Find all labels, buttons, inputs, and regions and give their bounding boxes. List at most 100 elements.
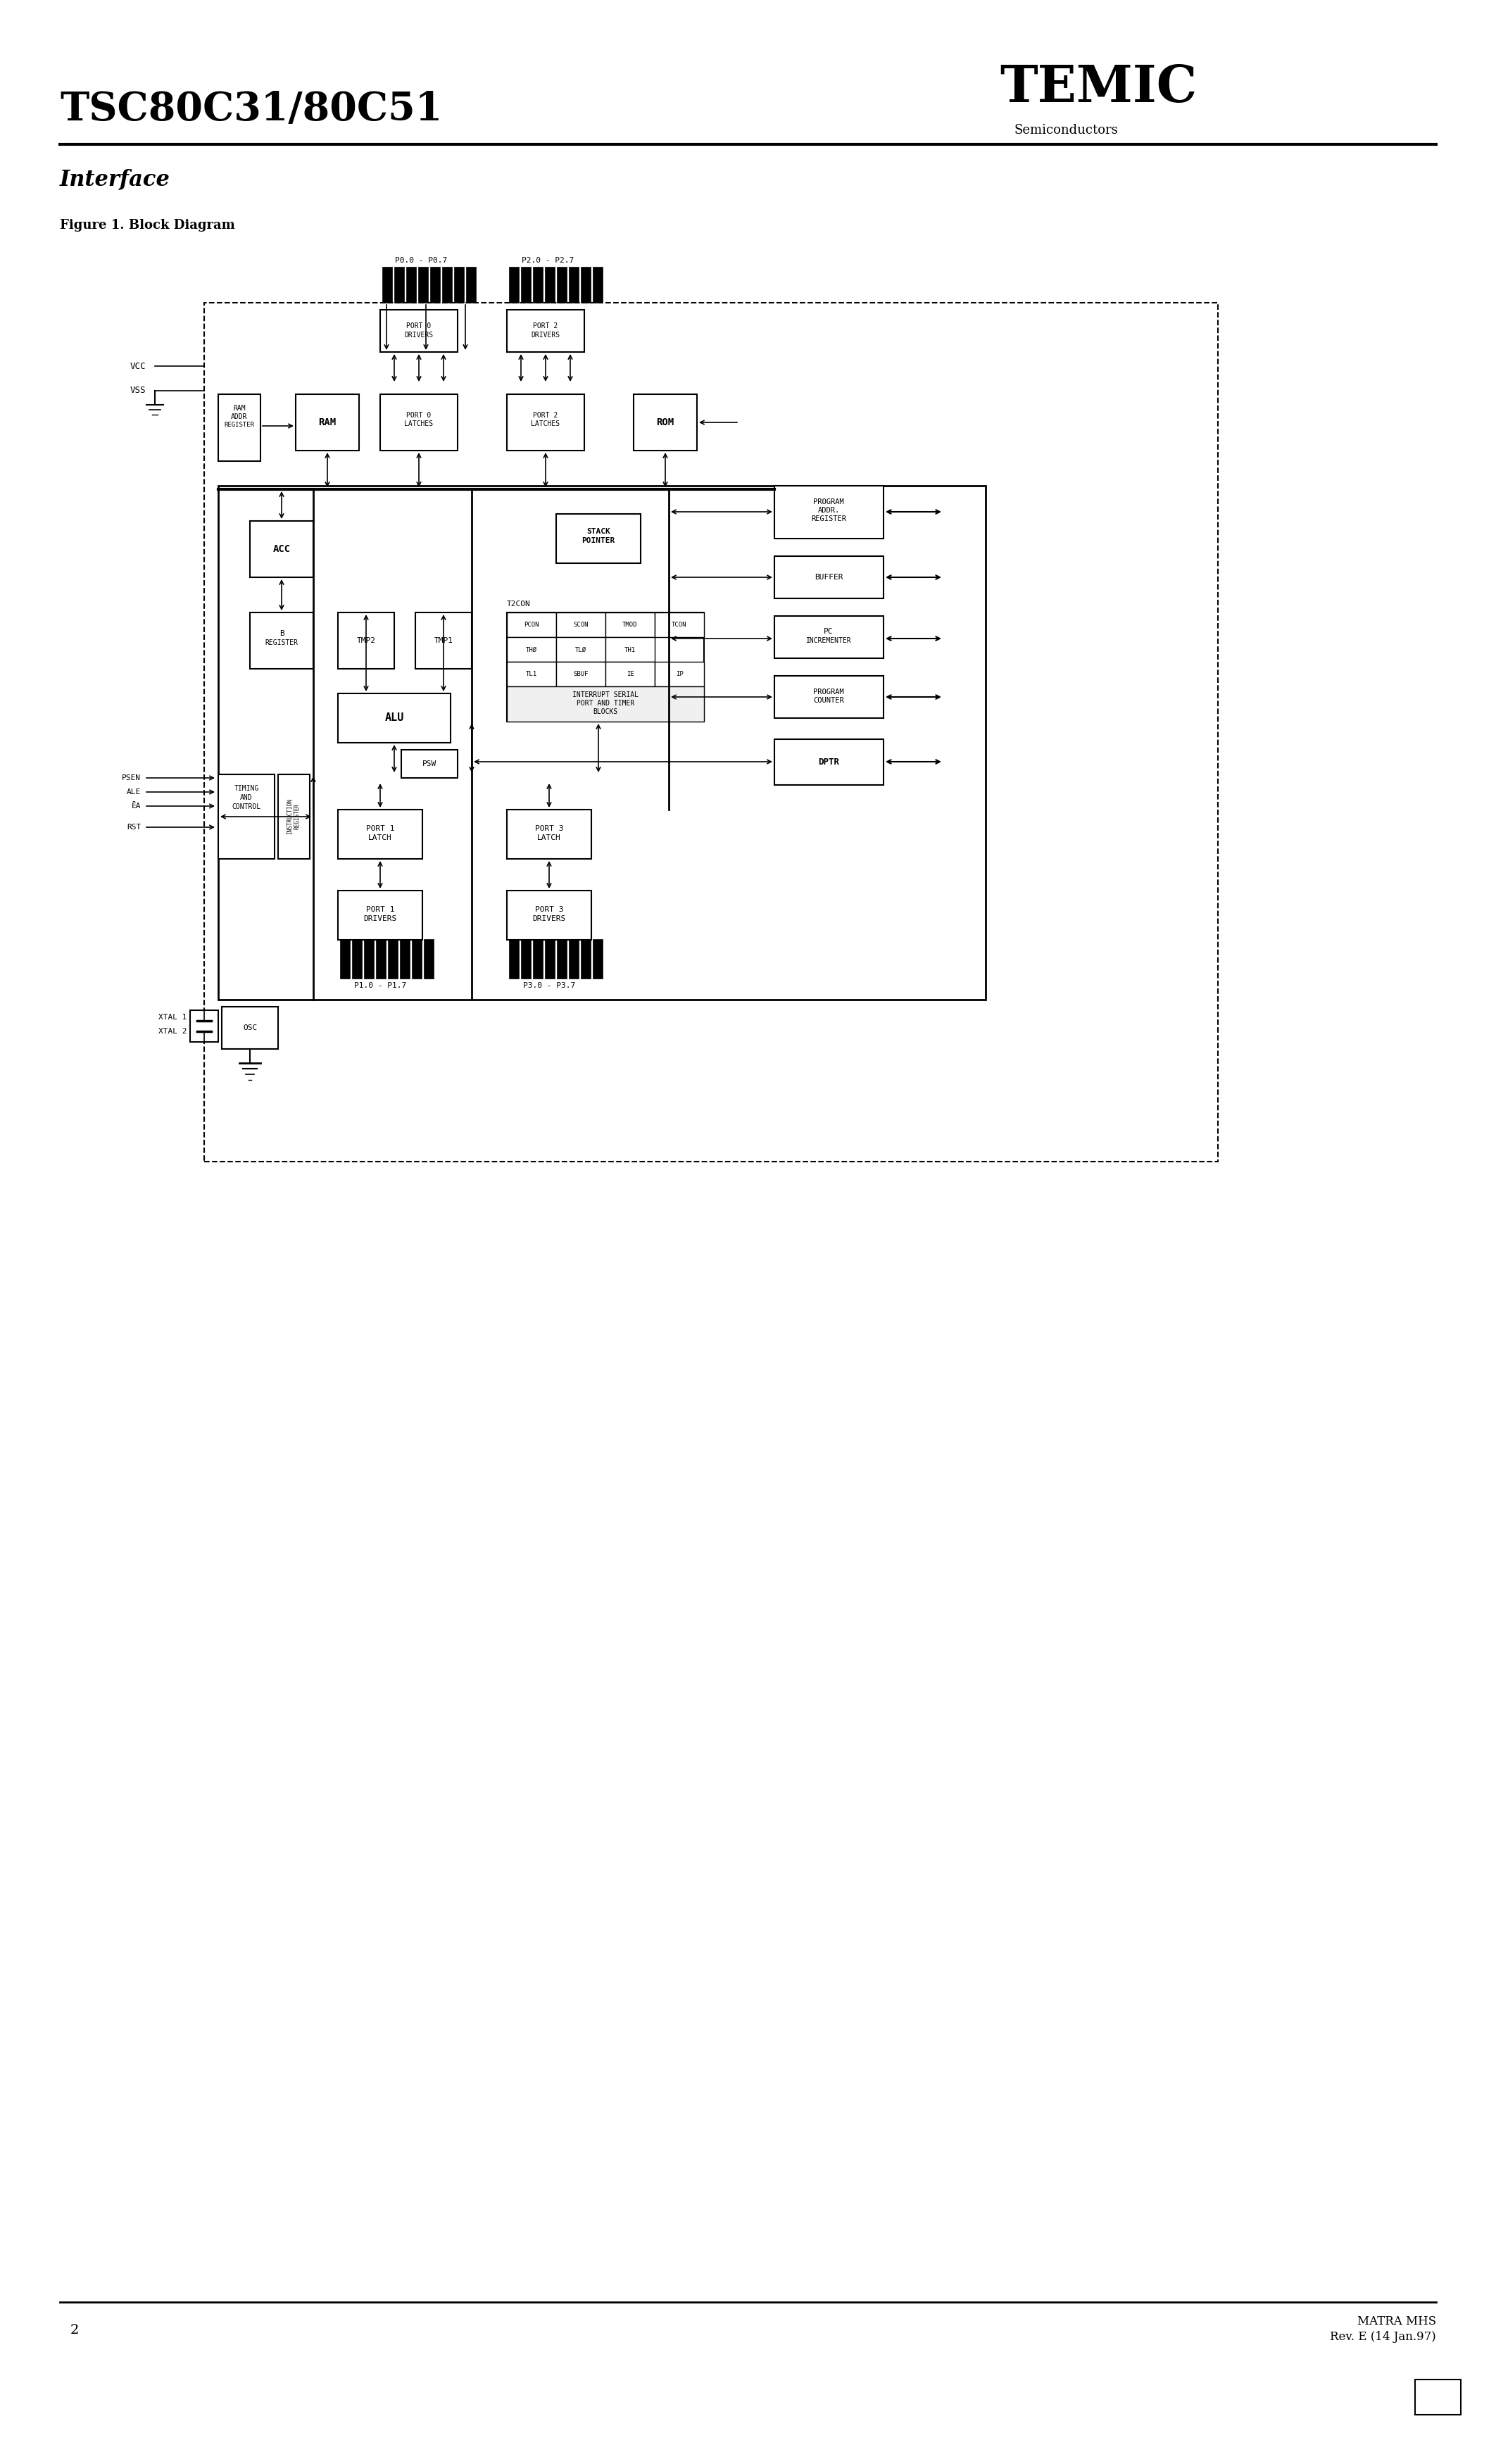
Text: REGISTER: REGISTER [811,515,847,522]
Text: DRIVERS: DRIVERS [533,914,565,922]
Bar [510,939,519,978]
Bar [606,614,655,638]
Text: P1.0 - P1.7: P1.0 - P1.7 [355,983,407,988]
Bar [557,638,606,663]
Bar [534,939,543,978]
Text: THØ: THØ [527,646,537,653]
Bar [431,269,440,303]
Text: P0.0 - P0.7: P0.0 - P0.7 [395,256,447,264]
Bar [557,663,606,687]
Bar [557,614,606,638]
Bar [413,939,422,978]
Bar [546,269,555,303]
Text: INSTRUCTION
REGISTER: INSTRUCTION REGISTER [287,798,301,835]
Text: PORT 1: PORT 1 [367,907,395,914]
Text: AND: AND [241,793,253,801]
Text: TSC80C31/80C51: TSC80C31/80C51 [60,89,443,128]
Bar [443,269,452,303]
Text: DPTR: DPTR [818,756,839,766]
Bar [507,614,705,722]
Bar [507,638,557,663]
Bar [250,520,313,577]
Bar [775,616,884,658]
Bar [775,557,884,599]
Bar [534,269,543,303]
Text: MATRA MHS: MATRA MHS [1357,2316,1436,2326]
Text: RST: RST [127,823,141,830]
Text: IE: IE [627,670,634,678]
Bar [557,515,640,564]
Text: XTAL 2: XTAL 2 [159,1027,187,1035]
Bar [594,939,603,978]
Bar [467,269,476,303]
Bar [655,663,705,687]
Text: PC: PC [824,628,833,636]
Text: ĒA: ĒA [132,803,141,811]
Text: TMP2: TMP2 [356,638,375,643]
Text: ADDR: ADDR [230,414,248,421]
Bar [407,269,416,303]
Text: 2: 2 [70,2324,79,2336]
Bar [338,811,422,860]
Bar [338,890,422,939]
Text: INTERRUPT SERIAL: INTERRUPT SERIAL [573,692,639,697]
Text: VCC: VCC [130,362,147,370]
Text: BUFFER: BUFFER [814,574,842,582]
Bar [221,1008,278,1050]
Bar [507,310,585,352]
Bar [582,939,591,978]
Bar [507,890,591,939]
Text: PORT 0: PORT 0 [407,411,431,419]
Bar [278,774,310,860]
Text: Rev. E (14 Jan.97): Rev. E (14 Jan.97) [1330,2331,1436,2343]
Bar [338,692,450,742]
Bar [775,675,884,717]
Text: PORT 3: PORT 3 [536,907,564,914]
Text: XTAL 1: XTAL 1 [159,1013,187,1020]
Bar [507,811,591,860]
Bar [606,638,655,663]
Bar [507,614,557,638]
Bar [634,394,697,451]
Text: PORT 3: PORT 3 [536,825,564,833]
Bar [594,269,603,303]
Text: P3.0 - P3.7: P3.0 - P3.7 [524,983,576,988]
Bar [203,303,1218,1161]
Text: Figure 1. Block Diagram: Figure 1. Block Diagram [60,219,235,232]
Text: TL1: TL1 [527,670,537,678]
Bar [558,939,567,978]
Bar [510,269,519,303]
Bar [570,269,579,303]
Bar [522,269,531,303]
Text: IP: IP [676,670,684,678]
Text: COUNTER: COUNTER [814,697,844,705]
Bar [401,749,458,779]
Text: TLØ: TLØ [574,646,586,653]
Bar [775,739,884,786]
Bar [365,939,374,978]
Bar [582,269,591,303]
Bar [389,939,398,978]
Text: SCON: SCON [573,621,588,628]
Text: CONTROL: CONTROL [232,803,260,811]
Text: PROGRAM: PROGRAM [814,498,844,505]
Text: RAM: RAM [233,404,245,411]
Bar [380,394,458,451]
Bar [655,614,705,638]
Bar [416,614,471,668]
Bar [218,774,275,860]
Text: DRIVERS: DRIVERS [364,914,396,922]
Text: Interface: Interface [60,168,171,190]
Text: DRIVERS: DRIVERS [404,333,434,338]
Bar [353,939,362,978]
Bar [775,485,884,540]
Text: BLOCKS: BLOCKS [592,707,618,715]
Text: TEMIC: TEMIC [999,64,1197,113]
Bar [190,1010,218,1042]
Text: REGISTER: REGISTER [265,638,298,646]
Text: ADDR.: ADDR. [818,508,839,515]
Text: T2CON: T2CON [507,601,531,609]
Text: INCREMENTER: INCREMENTER [806,638,851,643]
Text: PSEN: PSEN [121,774,141,781]
Text: PSW: PSW [422,761,437,766]
